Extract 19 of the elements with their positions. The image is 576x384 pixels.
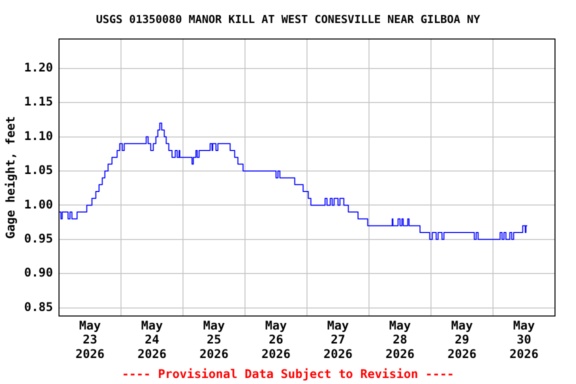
x-tick-label: May 24 2026 <box>138 318 166 362</box>
x-tick-label: May 28 2026 <box>386 318 414 362</box>
y-tick-label: 1.00 <box>24 197 53 212</box>
y-tick-label: 1.15 <box>24 94 53 109</box>
y-tick-label: 1.10 <box>24 128 53 143</box>
text: ---- Provisional Data Subject to Revision ---- <box>122 367 454 382</box>
y-axis-title: Gage height, feet <box>3 116 18 239</box>
y-tick-label: 1.20 <box>24 60 53 75</box>
x-tick-label: May 25 2026 <box>200 318 228 362</box>
x-tick-label: May 27 2026 <box>324 318 352 362</box>
x-tick-label: May 26 2026 <box>262 318 290 362</box>
x-tick-label: May 29 2026 <box>448 318 476 362</box>
y-tick-label: 0.90 <box>24 266 53 280</box>
y-tick-label: 0.85 <box>24 300 53 314</box>
y-tick-label: 1.05 <box>24 163 53 178</box>
x-tick-label: May 30 2026 <box>510 318 538 362</box>
x-tick-label: May 23 2026 <box>76 318 104 362</box>
chart-title: USGS 01350080 MANOR KILL AT WEST CONESVILLE NEAR GILBOA NY <box>96 12 480 26</box>
y-tick-label: 0.95 <box>24 232 53 246</box>
